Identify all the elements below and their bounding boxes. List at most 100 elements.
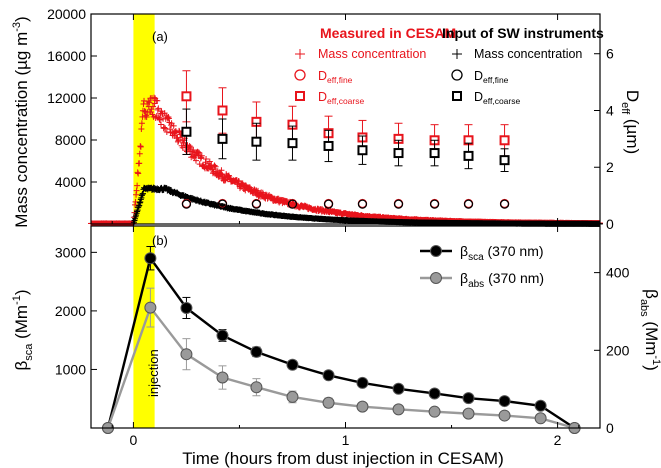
panel-a-legend: Measured in CESAM Input of SW instrument…: [294, 25, 604, 106]
beta-abs-line: [106, 305, 575, 430]
beta-abs-point: [216, 371, 229, 384]
mass-point: [154, 106, 161, 113]
beta-sca-point: [392, 382, 405, 395]
deff-coarse-marker: [181, 126, 192, 137]
legend-symbol-input-dcoarse: [452, 91, 462, 101]
mass-point: [138, 194, 145, 201]
mass-point: [163, 129, 170, 136]
mass-point: [156, 117, 163, 124]
mass-point: [137, 143, 144, 150]
legend-title-input: Input of SW instruments: [442, 25, 604, 41]
panel-a-ytick-label-left: 12000: [47, 90, 86, 106]
mass-point: [187, 144, 194, 151]
deff-fine-marker: [323, 199, 334, 209]
panel-a-ytick-label-left: 4000: [55, 174, 86, 190]
mass-point: [197, 155, 204, 162]
mass-point: [154, 97, 161, 104]
mass-point: [196, 149, 203, 156]
mass-point: [138, 125, 145, 132]
beta-sca-point: [216, 329, 229, 342]
panel-b-marks: [101, 245, 581, 434]
deff-coarse-marker: [463, 150, 474, 161]
mass-point: [206, 158, 213, 165]
beta-abs-point: [462, 407, 475, 420]
mass-point: [135, 203, 142, 210]
mass-point: [150, 103, 157, 110]
mass-point: [135, 170, 142, 177]
beta-abs-point: [286, 390, 299, 403]
mass-point: [203, 155, 210, 162]
legend-symbol-input-dfine: [451, 69, 463, 81]
legend-title-measured: Measured in CESAM: [320, 25, 456, 41]
legend-label-measured-dcoarse: Deff,coarse: [318, 90, 364, 106]
beta-abs-point: [250, 381, 263, 394]
mass-point: [174, 138, 181, 145]
panel-b-ytick-label-left: 2000: [55, 303, 86, 319]
mass-point: [155, 105, 162, 112]
mass-point: [170, 122, 177, 129]
x-axis-label: Time (hours from dust injection in CESAM…: [182, 449, 504, 468]
beta-sca-point: [250, 345, 263, 358]
mass-point: [136, 160, 143, 167]
deff-coarse-marker: [251, 136, 262, 147]
deff-coarse-marker: [217, 133, 228, 144]
mass-point: [165, 115, 172, 122]
beta-sca-point: [534, 399, 547, 412]
panel-a-ytick-label-right: 2: [606, 159, 614, 175]
mass-point: [136, 202, 143, 209]
panel-b-ytick-label-right: 400: [606, 265, 630, 281]
deff-fine-marker: [181, 199, 192, 209]
beta-sca-line: [106, 255, 576, 430]
mass-point: [146, 99, 153, 106]
mass-point: [137, 198, 144, 205]
injection-label: injection: [146, 349, 161, 397]
beta-abs-point: [144, 301, 157, 314]
deff-fine-marker: [357, 199, 368, 209]
panel-b-ytick-label-right: 0: [606, 420, 614, 436]
panel-b-ytick-label-right: 200: [606, 342, 630, 358]
mass-point: [139, 191, 146, 198]
panel-a-marks: [88, 70, 603, 227]
legend-label-input-mass: Mass concentration: [474, 47, 582, 61]
beta-sca-point: [180, 301, 193, 314]
legend-symbol-measured-dcoarse: [295, 91, 305, 101]
mass-point: [192, 157, 199, 164]
deff-coarse-marker: [323, 140, 334, 151]
beta-sca-point: [428, 387, 441, 400]
mass-point: [133, 187, 140, 194]
legend-symbol-measured-dfine: [294, 69, 306, 81]
legend-symbol-sca-marker: [430, 245, 442, 257]
panel-a-tag: (a): [152, 29, 168, 44]
mass-point: [134, 208, 141, 215]
panel-b-ytick-label-left: 3000: [55, 244, 86, 260]
beta-abs-point: [498, 409, 511, 422]
panel-a-ytick-label-left: 20000: [47, 6, 86, 22]
deff-coarse-marker: [287, 138, 298, 149]
beta-sca-point: [462, 392, 475, 405]
mass-point: [136, 150, 143, 157]
mass-point: [176, 127, 183, 134]
panel-a-right-ylabel: Deff (µm): [619, 90, 642, 154]
mass-point: [162, 125, 169, 132]
beta-abs-point: [356, 400, 369, 413]
beta-abs-point: [322, 396, 335, 409]
mass-point: [198, 152, 205, 159]
mass-point: [132, 201, 139, 208]
mass-point: [165, 114, 172, 121]
mass-point: [212, 163, 219, 170]
legend-symbol-measured-mass: [295, 49, 305, 59]
deff-fine-marker: [251, 199, 262, 209]
panel-a-ytick-label-right: 4: [606, 102, 614, 118]
x-tick-label: 1: [342, 432, 350, 448]
injection-band-a: [133, 14, 155, 224]
mass-point: [189, 148, 196, 155]
mass-point: [211, 162, 218, 169]
panel-a-ytick-label-right: 0: [606, 216, 614, 232]
mass-point: [137, 196, 144, 203]
x-tick-label: 0: [130, 432, 138, 448]
mass-point: [157, 121, 164, 128]
deff-fine-marker: [429, 199, 440, 209]
